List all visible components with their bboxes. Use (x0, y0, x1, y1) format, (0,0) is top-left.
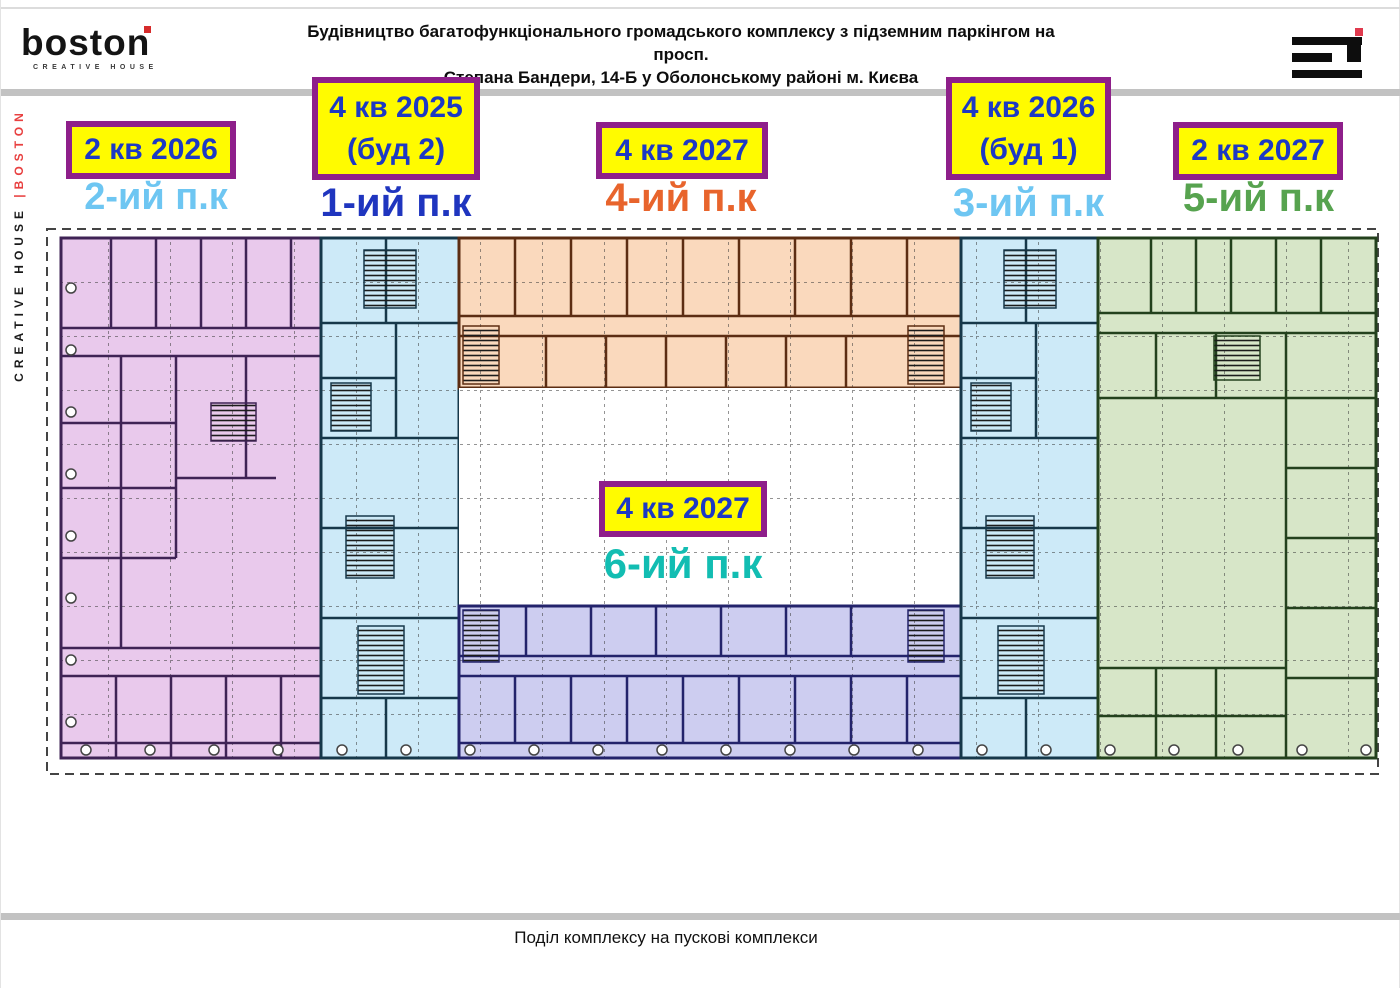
page-title: Будівництво багатофункціонального громад… (281, 20, 1081, 89)
phase-label-5: 5-ий п.к (1182, 176, 1335, 220)
plan-section-lightblue-right-pk3 (959, 236, 1100, 760)
badge-4kv2026-bud1: 4 кв 2026 (буд 1) (946, 77, 1111, 180)
badge-4kv2027-top: 4 кв 2027 (596, 122, 768, 179)
phase-label-2: 2-ий п.к (84, 176, 228, 218)
boston-logo-tagline: CREATIVE HOUSE (33, 64, 158, 71)
column-grid-circles (80, 744, 1372, 756)
badge-date: 2 кв 2027 (1191, 134, 1325, 167)
badge-note: (буд 1) (979, 132, 1078, 166)
floor-plan (46, 228, 1379, 775)
boston-logo: boston CREATIVE HOUSE (21, 22, 171, 72)
mark-bar-middle (1292, 53, 1332, 62)
badge-date: 4 кв 2026 (961, 90, 1096, 124)
badge-note: (буд 2) (346, 132, 446, 166)
badge-2kv2026: 2 кв 2026 (66, 121, 236, 179)
phase-label-6: 6-ий п.к (603, 540, 763, 587)
phase-label-1: 1-ий п.к (320, 181, 472, 225)
plan-section-orange-pk4 (457, 236, 963, 390)
mark-bar-top (1292, 37, 1362, 45)
badge-date: 4 кв 2025 (329, 90, 463, 124)
footer-caption: Поділ комплексу на пускові комплекси (514, 928, 818, 947)
plan-section-purple-pk2 (59, 236, 323, 760)
mark-red-dot-icon (1355, 28, 1363, 36)
plan-section-periwinkle-pk6 (457, 604, 963, 760)
phase-label-4: 4-ий п.к (605, 176, 757, 220)
badge-date: 4 кв 2027 (616, 492, 750, 525)
plan-section-lightblue-left-pk1 (319, 236, 461, 760)
title-line-1: Будівництво багатофункціонального громад… (307, 22, 1055, 64)
mark-bar-leg (1347, 37, 1361, 62)
side-text-red: |BOSTON (12, 108, 26, 198)
badge-date: 2 кв 2026 (84, 133, 218, 166)
side-vertical-text: CREATIVE HOUSE |BOSTON (12, 95, 30, 395)
header-divider (1, 89, 1400, 96)
title-line-2: Степана Бандери, 14-Б у Оболонському рай… (443, 68, 919, 87)
plan-section-green-pk5 (1096, 236, 1378, 760)
mark-bar-bottom (1292, 70, 1362, 78)
badge-2kv2027: 2 кв 2027 (1173, 122, 1343, 180)
side-text-black: CREATIVE HOUSE (12, 197, 26, 382)
phase-label-3: 3-ий п.к (952, 181, 1105, 225)
corner-mark-icon (1292, 28, 1367, 79)
top-rule (1, 7, 1400, 9)
badge-4kv2025-bud2: 4 кв 2025 (буд 2) (312, 77, 480, 180)
footer-divider (1, 913, 1400, 920)
plan-dashed-boundary (46, 228, 1379, 775)
badge-4kv2027-center: 4 кв 2027 (599, 481, 767, 537)
badge-date: 4 кв 2027 (615, 133, 749, 167)
boston-logo-wordmark: boston (21, 22, 151, 63)
logo-red-dot-icon (144, 26, 152, 33)
floor-plan-svg (46, 228, 1379, 775)
